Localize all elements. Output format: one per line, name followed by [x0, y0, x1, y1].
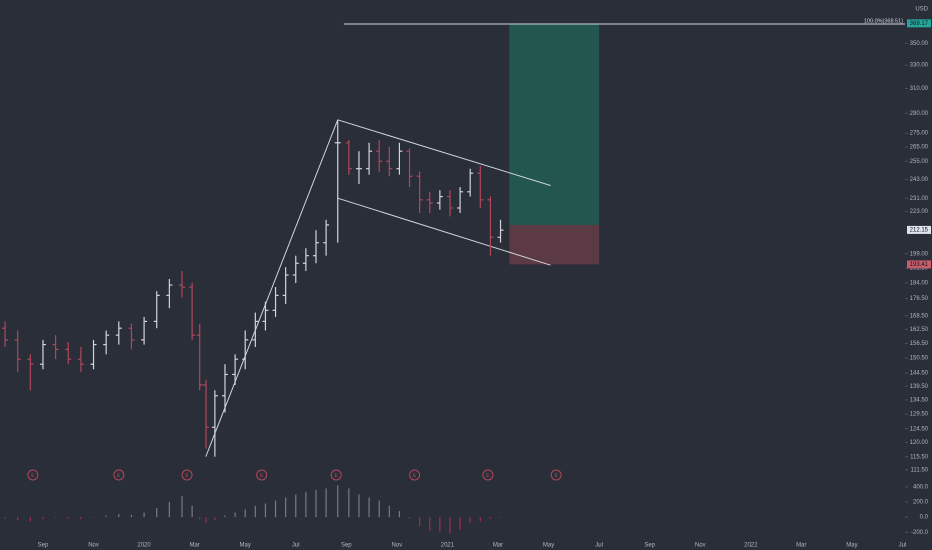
trendline [337, 197, 551, 266]
earnings-marker [409, 469, 421, 481]
y-tick-label: 231.00 [910, 196, 929, 202]
x-tick-label: Sep [38, 543, 49, 549]
x-tick-label: 2022 [744, 543, 758, 549]
price-tag [907, 19, 931, 28]
indicator-tick-label: 0.0 [920, 515, 929, 521]
earnings-label: E [554, 473, 558, 479]
x-tick-label: Jul [899, 543, 907, 549]
x-tick-label: Jul [595, 543, 603, 549]
y-tick-label: 350.00 [910, 41, 929, 47]
loss-zone [509, 224, 600, 265]
x-tick-label: 2021 [441, 543, 455, 549]
earnings-marker [256, 469, 268, 481]
y-tick-label: 265.00 [910, 145, 929, 151]
price-tag-label: 212.15 [910, 228, 929, 234]
y-tick-label: 144.50 [910, 371, 929, 377]
earnings-marker [330, 469, 342, 481]
price-tag-label: 193.41 [910, 262, 929, 268]
x-tick-label: May [543, 543, 554, 549]
earnings-label: E [31, 473, 35, 479]
y-tick-label: 120.00 [910, 440, 929, 446]
y-tick-label: 310.00 [910, 86, 929, 92]
fib-label: 100.0%(368.51) [864, 18, 903, 24]
trendline [337, 119, 551, 186]
x-tick-label: May [240, 543, 251, 549]
earnings-marker [550, 469, 562, 481]
x-tick-label: Nov [88, 543, 99, 549]
x-tick-label: May [846, 543, 857, 549]
earnings-label: E [185, 473, 189, 479]
y-tick-label: 223.00 [910, 209, 929, 215]
earnings-label: E [335, 473, 339, 479]
indicator-tick-label: -200.0 [911, 530, 929, 536]
y-tick-label: 191.50 [910, 266, 929, 272]
x-tick-label: Jul [292, 543, 300, 549]
earnings-marker [482, 469, 494, 481]
y-tick-label: 168.50 [910, 313, 929, 319]
x-tick-label: Sep [644, 543, 655, 549]
y-tick-label: 150.50 [910, 356, 929, 362]
x-tick-label: 2020 [137, 543, 151, 549]
y-tick-label: 330.00 [910, 63, 929, 69]
x-tick-label: Nov [695, 543, 706, 549]
earnings-marker [113, 469, 125, 481]
y-tick-label: 162.50 [910, 327, 929, 333]
x-tick-label: Sep [341, 543, 352, 549]
y-tick-label: 111.50 [911, 467, 929, 473]
y-tick-label: 139.50 [910, 384, 929, 390]
indicator-tick-label: 400.0 [913, 484, 929, 490]
earnings-label: E [486, 473, 490, 479]
profit-zone [509, 23, 600, 225]
y-tick-label: 255.00 [910, 159, 929, 165]
earnings-marker [27, 469, 39, 481]
price-tag-label: 369.17 [910, 21, 929, 27]
y-tick-label: 243.00 [910, 177, 929, 183]
earnings-label: E [413, 473, 417, 479]
y-tick-label: 290.00 [910, 111, 929, 117]
x-tick-label: Nov [392, 543, 403, 549]
x-tick-label: Mar [493, 543, 503, 549]
x-tick-label: Mar [189, 543, 199, 549]
y-tick-label: 115.50 [910, 454, 929, 460]
price-tag [907, 225, 931, 234]
currency: USD [915, 7, 928, 13]
y-tick-label: 134.50 [910, 397, 929, 403]
y-tick-label: 156.50 [910, 341, 929, 347]
price-tag [907, 260, 931, 269]
indicator-tick-label: 200.0 [913, 500, 929, 506]
y-tick-label: 124.50 [910, 426, 929, 432]
y-tick-label: 176.50 [910, 296, 929, 302]
earnings-label: E [260, 473, 264, 479]
y-tick-label: 199.00 [910, 251, 929, 257]
trendline [205, 119, 339, 457]
y-tick-label: 184.00 [910, 281, 929, 287]
y-tick-label: 275.00 [910, 131, 929, 137]
y-tick-label: 129.50 [910, 412, 929, 418]
x-tick-label: Mar [796, 543, 806, 549]
earnings-label: E [117, 473, 121, 479]
earnings-marker [181, 469, 193, 481]
